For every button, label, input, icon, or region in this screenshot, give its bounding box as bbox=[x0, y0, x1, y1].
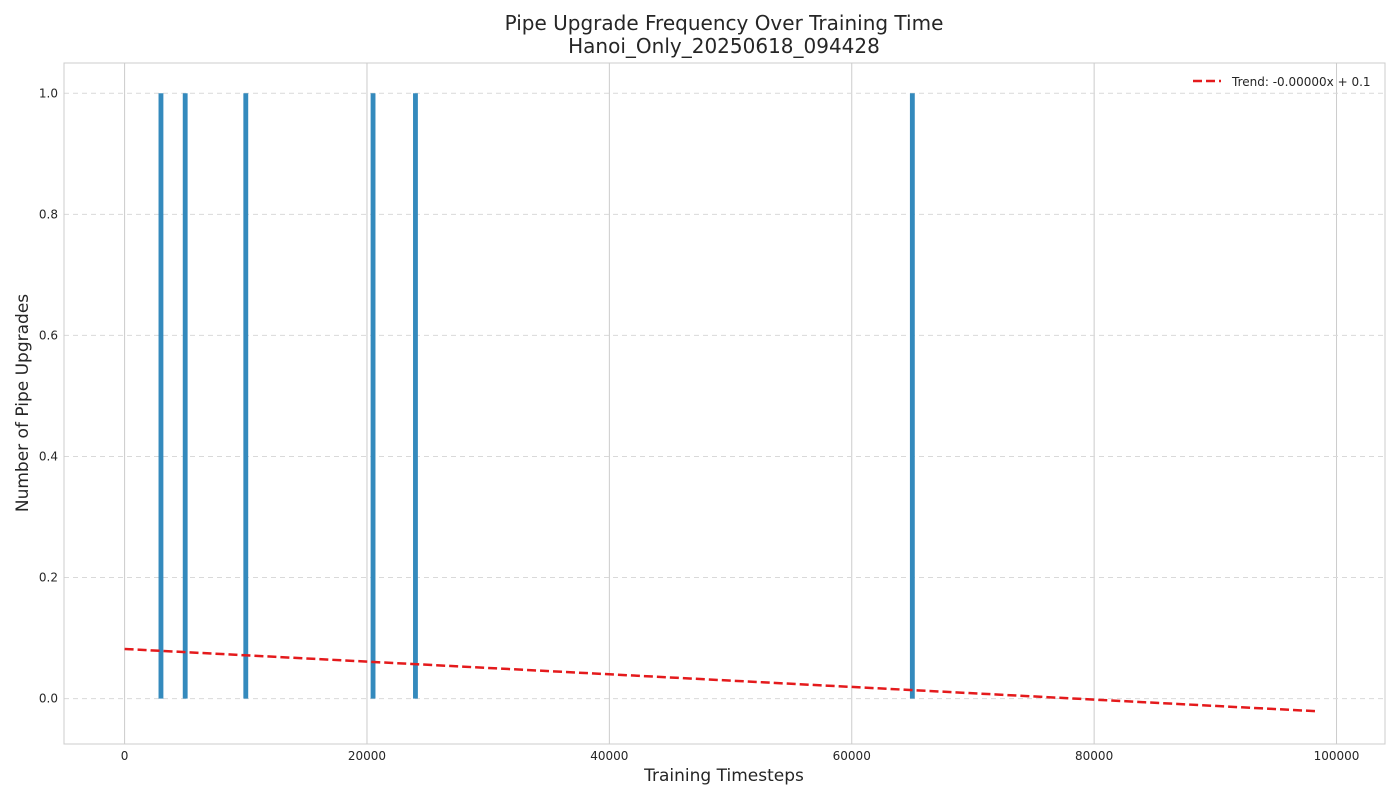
y-tick-label: 0.4 bbox=[39, 449, 58, 463]
y-axis-label: Number of Pipe Upgrades bbox=[13, 294, 33, 512]
y-tick-label: 0.6 bbox=[39, 328, 58, 342]
x-tick-label: 60000 bbox=[833, 749, 871, 763]
x-tick-label: 100000 bbox=[1314, 749, 1360, 763]
trend-line bbox=[124, 647, 1319, 713]
plot-frame bbox=[63, 62, 1386, 745]
chart-title: Pipe Upgrade Frequency Over Training Tim… bbox=[505, 11, 944, 35]
ticks: 0 20000 40000 60000 80000 100000 0.0 0.2 0.4 0.6 0… bbox=[39, 86, 1360, 763]
grid bbox=[64, 63, 1385, 744]
bar bbox=[909, 93, 915, 699]
bar bbox=[370, 93, 376, 699]
bar bbox=[243, 93, 249, 699]
x-tick-label: 80000 bbox=[1075, 749, 1113, 763]
y-tick-label: 1.0 bbox=[39, 86, 58, 100]
x-tick-label: 20000 bbox=[348, 749, 386, 763]
y-tick-label: 0.2 bbox=[39, 571, 58, 585]
trend-line-layer bbox=[124, 647, 1319, 713]
x-tick-label: 0 bbox=[121, 749, 129, 763]
bars bbox=[158, 93, 915, 699]
x-tick-label: 40000 bbox=[590, 749, 628, 763]
bar bbox=[158, 93, 164, 699]
y-tick-label: 0.8 bbox=[39, 207, 58, 221]
bar bbox=[413, 93, 418, 699]
bar bbox=[182, 93, 188, 699]
y-tick-label: 0.0 bbox=[39, 692, 58, 706]
legend: Trend: -0.00000x + 0.1 bbox=[1193, 75, 1371, 89]
x-axis-label: Training Timesteps bbox=[643, 766, 804, 786]
legend-label-trend: Trend: -0.00000x + 0.1 bbox=[1231, 75, 1371, 89]
chart-subtitle: Hanoi_Only_20250618_094428 bbox=[568, 34, 880, 58]
